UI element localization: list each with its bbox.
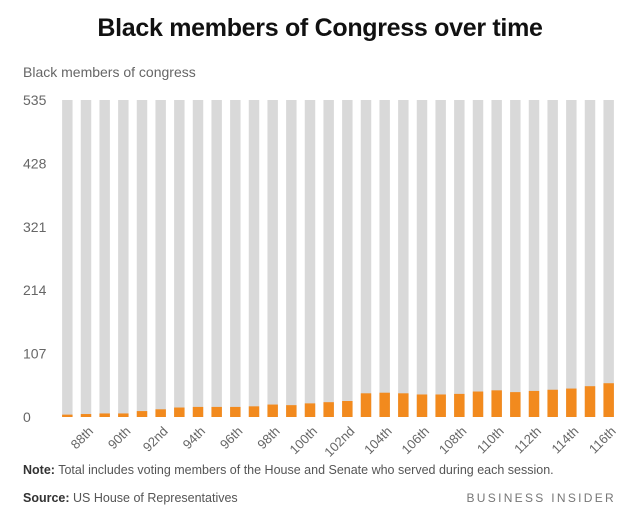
bar-total-106th	[416, 100, 428, 417]
bar-black-members-111th	[510, 392, 521, 417]
x-tick-label: 102nd	[321, 424, 357, 460]
x-tick-label: 90th	[105, 424, 134, 453]
bar-black-members-92nd	[155, 409, 166, 417]
bar-total-114th	[566, 100, 577, 417]
bar-black-members-115th	[584, 386, 596, 417]
bar-black-members-106th	[416, 394, 428, 417]
bar-black-members-112th	[528, 390, 540, 417]
x-tick-label: 112th	[511, 424, 544, 457]
bar-total-108th	[454, 100, 465, 417]
note-label: Note:	[23, 463, 55, 477]
bar-black-members-91st	[136, 411, 148, 417]
bar-total-97th	[248, 100, 260, 417]
bars	[62, 100, 614, 417]
x-tick-label: 96th	[217, 424, 246, 453]
x-tick-label: 104th	[361, 424, 395, 458]
bar-black-members-104th	[379, 392, 390, 417]
bar-total-105th	[398, 100, 409, 417]
footnote: Note: Total includes voting members of t…	[23, 463, 554, 477]
bar-black-members-110th	[491, 390, 502, 417]
bar-total-112th	[528, 100, 540, 417]
source-text: US House of Representatives	[69, 491, 238, 505]
bar-total-94th	[192, 100, 204, 417]
bar-black-members-105th	[398, 393, 409, 417]
bar-black-members-95th	[211, 406, 222, 417]
bar-total-100th	[304, 100, 316, 417]
bar-black-members-94th	[192, 406, 204, 417]
bar-total-90th	[118, 100, 129, 417]
bar-black-members-99th	[286, 405, 297, 417]
brand-logo-text: BUSINESS INSIDER	[466, 491, 616, 505]
bar-total-91st	[136, 100, 148, 417]
bar-total-107th	[435, 100, 446, 417]
source-label: Source:	[23, 491, 70, 505]
bar-total-96th	[230, 100, 241, 417]
bar-total-111th	[510, 100, 521, 417]
bar-black-members-87th	[62, 414, 73, 417]
bar-black-members-89th	[99, 413, 110, 417]
bar-total-102nd	[342, 100, 353, 417]
x-tick-label: 106th	[399, 424, 433, 458]
bar-total-116th	[603, 100, 614, 417]
y-tick-label: 428	[23, 155, 47, 171]
bar-black-members-108th	[454, 393, 465, 417]
x-tick-label: 108th	[436, 424, 470, 458]
bar-black-members-101st	[323, 402, 334, 417]
x-tick-label: 98th	[254, 424, 283, 453]
bar-total-98th	[267, 100, 278, 417]
bar-black-members-100th	[304, 403, 316, 417]
chart-title: Black members of Congress over time	[97, 14, 543, 42]
bar-chart: 0 107 214 321 428 535 88th 90th 92nd 94th 96th 98t…	[23, 92, 619, 460]
bar-black-members-103rd	[360, 393, 372, 417]
y-tick-label: 0	[23, 409, 31, 425]
x-tick-label: 100th	[287, 424, 321, 458]
bar-total-101st	[323, 100, 334, 417]
bar-total-87th	[62, 100, 73, 417]
bar-black-members-93rd	[174, 407, 185, 417]
x-tick-label: 94th	[180, 424, 209, 453]
x-tick-label: 88th	[68, 424, 97, 453]
y-tick-label: 214	[23, 282, 47, 298]
bar-black-members-97th	[248, 406, 260, 417]
note-text: Total includes voting members of the Hou…	[54, 463, 554, 477]
x-tick-label: 92nd	[140, 424, 171, 455]
x-tick-label: 116th	[586, 424, 619, 457]
y-tick-label: 321	[23, 219, 47, 235]
bar-total-104th	[379, 100, 390, 417]
y-tick-label: 107	[23, 346, 47, 362]
bar-black-members-90th	[118, 413, 129, 417]
x-axis-ticks: 88th 90th 92nd 94th 96th 98th 100th 102nd 104th 1…	[68, 424, 619, 460]
bar-total-89th	[99, 100, 110, 417]
bar-black-members-107th	[435, 394, 446, 417]
bar-total-115th	[584, 100, 596, 417]
bar-black-members-88th	[80, 414, 92, 417]
bar-total-92nd	[155, 100, 166, 417]
bar-total-113th	[547, 100, 558, 417]
bar-black-members-98th	[267, 404, 278, 417]
bar-total-110th	[491, 100, 502, 417]
bar-black-members-96th	[230, 406, 241, 417]
y-tick-label: 535	[23, 92, 47, 108]
bar-black-members-114th	[566, 388, 577, 417]
bar-total-88th	[80, 100, 92, 417]
bar-total-95th	[211, 100, 222, 417]
source-line: Source: US House of Representatives	[23, 491, 238, 505]
bar-black-members-116th	[603, 383, 614, 417]
bar-black-members-102nd	[342, 401, 353, 417]
bar-total-103rd	[360, 100, 372, 417]
x-tick-label: 110th	[474, 424, 507, 457]
bar-black-members-113th	[547, 389, 558, 417]
x-tick-label: 114th	[549, 424, 582, 457]
bar-total-99th	[286, 100, 297, 417]
bar-black-members-109th	[472, 391, 484, 417]
bar-total-109th	[472, 100, 484, 417]
y-axis-ticks: 0 107 214 321 428 535	[23, 92, 47, 425]
bar-total-93rd	[174, 100, 185, 417]
y-axis-label: Black members of congress	[23, 64, 196, 80]
